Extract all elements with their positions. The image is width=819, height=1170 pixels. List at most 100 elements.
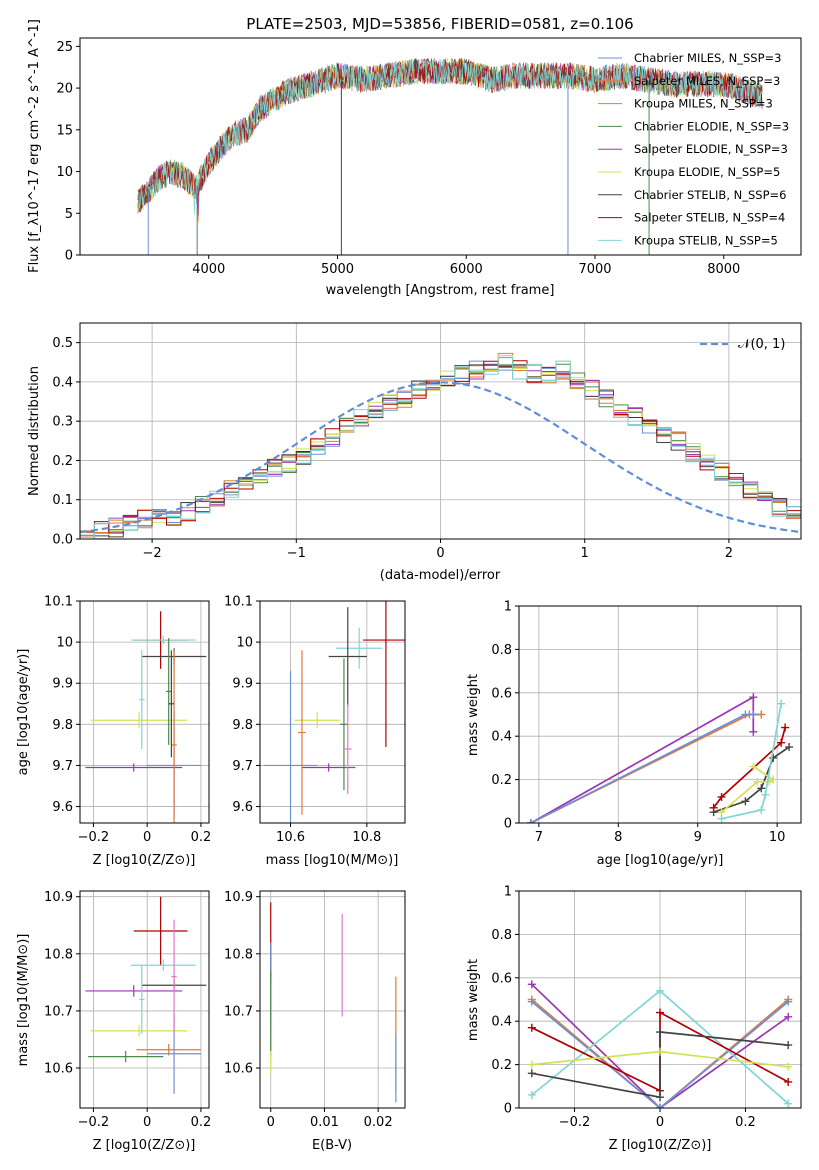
- x-tick-label: 0: [267, 1115, 275, 1130]
- weight-marker: [717, 792, 726, 801]
- legend-label: Kroupa ELODIE, N_SSP=5: [634, 165, 780, 179]
- x-tick-label: 9: [694, 830, 702, 845]
- weight-marker: [526, 819, 535, 823]
- x-tick-label: 8: [614, 830, 622, 845]
- weight-marker: [527, 1023, 536, 1032]
- x-tick-label: −0.2: [78, 830, 110, 845]
- weight-marker: [784, 997, 793, 1006]
- y-tick-label: 0: [504, 817, 512, 832]
- y-tick-label: 0.4: [52, 375, 73, 390]
- mass-vs-ebv-marks: [270, 902, 397, 1103]
- y-tick-label: 5: [65, 207, 73, 222]
- x-tick-label: 0: [143, 1115, 151, 1130]
- y-tick-label: 0.8: [491, 643, 512, 658]
- weight-marker: [656, 1093, 664, 1102]
- x-tick-label: −1: [287, 546, 306, 561]
- y-tick-label: 9.9: [52, 677, 73, 692]
- x-tick-label: 10.8: [352, 830, 381, 845]
- mass-weight-vs-Z-ylabel: mass weight: [466, 959, 481, 1041]
- weight-marker: [527, 997, 536, 1006]
- y-tick-label: 0.0: [52, 533, 73, 548]
- weight-marker: [761, 790, 770, 799]
- x-tick-label: 0.2: [735, 1115, 756, 1130]
- mass-vs-Z-panel: −0.2 0 0.2 10.6 10.7 10.8 10.9: [44, 890, 211, 1130]
- weight-marker: [656, 1047, 664, 1056]
- weight-marker: [709, 808, 718, 817]
- mass-vs-Z-xlabel: Z [log10(Z/Z⊙)]: [93, 1138, 196, 1153]
- mass-vs-ebv-frame: [259, 890, 406, 1109]
- weight-marker: [784, 1077, 793, 1086]
- x-tick-label: 0: [656, 1115, 664, 1130]
- weight-marker: [749, 762, 758, 771]
- x-tick-label: 2: [725, 546, 733, 561]
- weight-marker: [757, 805, 766, 814]
- legend-label: Kroupa MILES, N_SSP=3: [634, 97, 773, 111]
- spectrum-marks: [137, 56, 763, 255]
- age-vs-Z-frame: [79, 600, 210, 824]
- legend-label: Chabrier ELODIE, N_SSP=3: [634, 119, 789, 133]
- y-tick-label: 9.9: [232, 677, 253, 692]
- y-tick-label: 0.2: [52, 454, 73, 469]
- y-tick-label: 10: [56, 165, 73, 180]
- age-vs-mass-panel: 10.6 10.8 9.6 9.7 9.8 9.9 10 10.1: [224, 595, 406, 845]
- weight-marker: [656, 986, 664, 995]
- weight-line: [531, 1001, 789, 1108]
- x-tick-label: 4000: [192, 262, 225, 277]
- x-tick-label: 7: [535, 830, 543, 845]
- weight-marker: [757, 710, 766, 719]
- weight-marker: [753, 777, 762, 786]
- weight-line: [530, 695, 755, 823]
- y-tick-label: 0.6: [491, 971, 512, 986]
- y-tick-label: 0.2: [491, 1058, 512, 1073]
- mass-weight-vs-age-xlabel: age [log10(age/yr)]: [597, 853, 724, 868]
- y-tick-label: 10: [236, 636, 253, 651]
- weight-marker: [656, 1028, 664, 1037]
- mass-weight-vs-age-frame: [518, 605, 802, 824]
- legend-label: Salpeter ELODIE, N_SSP=3: [634, 142, 788, 156]
- weight-marker: [749, 727, 758, 736]
- spectrum-ylabel: Flux [f_λ10^-17 erg cm^-2 s^-1 A^-1]: [27, 19, 42, 273]
- age-vs-Z-marks: [85, 611, 207, 823]
- mass-weight-vs-Z-frame: [518, 890, 802, 1109]
- mass-weight-vs-Z-marks: [527, 980, 793, 1108]
- y-tick-label: 1: [504, 600, 512, 615]
- x-tick-label: 0.2: [191, 1115, 212, 1130]
- x-tick-label: 5000: [321, 262, 354, 277]
- weight-marker: [784, 1099, 793, 1108]
- weight-marker: [717, 814, 726, 823]
- mass-weight-vs-Z-xlabel: Z [log10(Z/Z⊙)]: [609, 1138, 712, 1153]
- age-vs-Z-panel: −0.2 0 0.2 9.6 9.7 9.8 9.9 10 10.1: [44, 595, 211, 846]
- mass-weight-vs-age-marks: [526, 693, 794, 823]
- weight-marker: [784, 1062, 793, 1071]
- mass-vs-Z-marks: [85, 896, 207, 1094]
- legend-label: Salpeter MILES, N_SSP=3: [634, 74, 780, 88]
- y-tick-label: 9.8: [52, 718, 73, 733]
- x-tick-label: −0.2: [78, 1115, 110, 1130]
- weight-marker: [784, 1012, 793, 1021]
- x-tick-label: 0.02: [364, 1115, 393, 1130]
- y-tick-label: 10.6: [224, 1062, 253, 1077]
- mass-vs-ebv-xlabel: E(B-V): [312, 1138, 352, 1153]
- weight-line: [712, 727, 786, 809]
- normal-curve: [80, 381, 801, 534]
- y-tick-label: 0.4: [491, 1015, 512, 1030]
- y-tick-label: 10.7: [44, 1004, 73, 1019]
- weight-marker: [527, 980, 536, 989]
- x-tick-label: −2: [143, 546, 162, 561]
- mass-vs-Z-ylabel: mass [log10(M/M⊙)]: [16, 934, 31, 1067]
- y-tick-label: 10.9: [224, 890, 253, 905]
- y-tick-label: 0.3: [52, 415, 73, 430]
- legend-label: 𝒩(0, 1): [738, 337, 785, 352]
- x-tick-label: 0: [436, 546, 444, 561]
- y-tick-label: 0.4: [491, 730, 512, 745]
- residuals-frame: [79, 322, 802, 540]
- legend-label: Chabrier STELIB, N_SSP=6: [634, 188, 786, 202]
- y-tick-label: 20: [56, 82, 73, 97]
- x-tick-label: 7000: [578, 262, 611, 277]
- y-tick-label: 9.8: [232, 718, 253, 733]
- weight-marker: [527, 1069, 536, 1078]
- x-tick-label: 1: [581, 546, 589, 561]
- weight-marker: [784, 1041, 793, 1050]
- weight-line: [721, 703, 782, 820]
